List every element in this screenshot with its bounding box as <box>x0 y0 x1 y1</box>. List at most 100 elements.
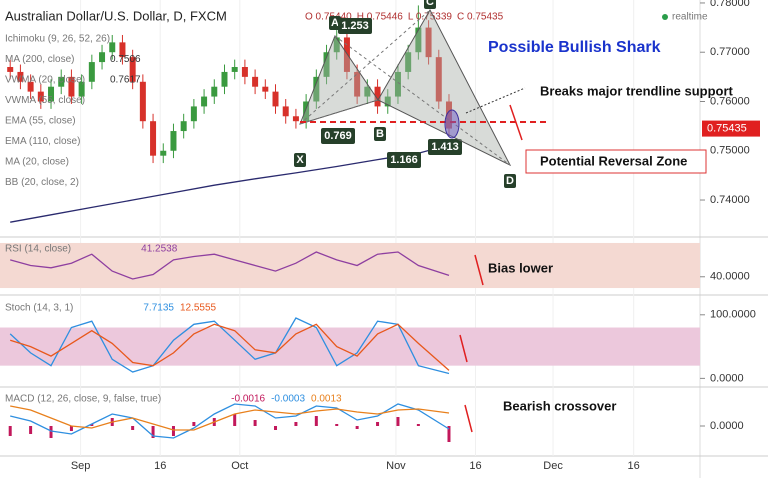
candle-body <box>333 37 340 53</box>
candle-body <box>303 101 310 122</box>
candle-body <box>170 131 177 151</box>
realtime-dot <box>662 14 668 20</box>
candle-body <box>425 27 432 58</box>
candle-body <box>252 76 259 87</box>
pattern-ratio: 1.166 <box>390 154 418 166</box>
indicator-line <box>9 317 450 375</box>
histogram-bar <box>49 426 53 438</box>
pattern-point: A <box>331 17 339 29</box>
y-tick-label: 0.78000 <box>710 0 750 9</box>
histogram-bar <box>294 422 298 426</box>
candle-body <box>343 37 350 72</box>
y-tick-label: 0.74000 <box>710 194 750 206</box>
panel-title: Stoch (14, 3, 1) <box>5 303 73 314</box>
candle-body <box>231 67 238 72</box>
indicator-label: EMA (110, close) <box>5 136 80 147</box>
candle-body <box>150 121 157 156</box>
histogram-bar <box>192 422 196 426</box>
candle-body <box>405 52 412 72</box>
candle-body <box>292 116 299 122</box>
ohlc-label: H 0.75446 <box>357 12 404 23</box>
pattern-leg <box>299 9 431 125</box>
annotation: Bearish crossover <box>503 398 616 413</box>
indicator-label: MA (200, close) <box>5 54 74 65</box>
pattern-point: D <box>506 175 514 187</box>
candle-body <box>78 81 85 97</box>
panel-value: 0.0013 <box>311 394 342 405</box>
indicator-line <box>10 251 450 280</box>
symbol-title: Australian Dollar/U.S. Dollar, D, FXCM <box>5 8 227 23</box>
candle-body <box>435 57 442 102</box>
price-tag <box>702 120 760 137</box>
candle-body <box>282 106 289 117</box>
candle-body <box>160 150 167 156</box>
pattern-triangle <box>299 34 379 125</box>
x-tick-label: Nov <box>386 460 406 472</box>
panel-value: -0.0016 <box>231 394 265 405</box>
histogram-bar <box>8 426 12 436</box>
indicator-value: 0.7617 <box>110 75 141 86</box>
histogram-bar <box>253 420 257 426</box>
point-box <box>504 174 516 188</box>
pattern-point: B <box>376 128 384 140</box>
candle-body <box>201 96 208 107</box>
pattern-ratio: 1.413 <box>431 141 459 153</box>
histogram-bar <box>447 426 451 442</box>
histogram-bar <box>171 426 175 436</box>
histogram-bar <box>274 426 278 430</box>
candle-body <box>323 52 330 77</box>
reversal-marker <box>444 109 460 139</box>
indicator-label: Ichimoku (9, 26, 52, 26) <box>5 34 110 45</box>
candle-body <box>415 27 422 53</box>
macd-line <box>10 403 450 439</box>
candle-body <box>221 71 228 87</box>
pattern-leg <box>334 35 511 166</box>
candle-body <box>99 52 106 63</box>
indicator-label: VWMA (20, close) <box>5 75 85 86</box>
x-tick-label: Sep <box>71 460 91 472</box>
annotation: Bias lower <box>488 260 553 275</box>
pattern-point: X <box>296 154 304 166</box>
candle-body <box>119 42 126 58</box>
point-box <box>294 153 306 167</box>
band <box>0 242 700 289</box>
histogram-bar <box>355 426 359 429</box>
panel-value: -0.0003 <box>271 394 305 405</box>
panel-value: 7.7135 <box>143 303 174 314</box>
candle-body <box>58 76 65 87</box>
candle-body <box>88 62 95 82</box>
histogram-bar <box>151 426 155 438</box>
band <box>0 327 700 366</box>
candle-body <box>384 96 391 107</box>
histogram-bar <box>131 426 135 430</box>
candle-body <box>262 86 269 92</box>
arrow <box>459 334 468 363</box>
pattern-point: C <box>426 0 434 8</box>
pattern-leg <box>299 99 379 125</box>
point-box <box>374 127 386 141</box>
arrow <box>509 104 523 141</box>
ratio-box <box>387 152 421 168</box>
indicator-label: BB (20, close, 2) <box>5 177 79 188</box>
annotation-box <box>525 149 707 174</box>
arrow <box>474 254 484 286</box>
candle-body <box>109 42 116 53</box>
candle-body <box>354 71 361 97</box>
candle-body <box>7 67 14 72</box>
histogram-bar <box>90 424 94 426</box>
indicator-label: MA (20, close) <box>5 157 69 168</box>
price-tag-label: 0.75435 <box>707 122 747 134</box>
ma-line <box>10 147 439 223</box>
x-tick-label: 16 <box>469 460 481 472</box>
candle-body <box>139 81 146 122</box>
annotation: Potential Reversal Zone <box>540 153 687 168</box>
candle-body <box>241 67 248 77</box>
panel-title: MACD (12, 26, close, 9, false, true) <box>5 394 161 405</box>
pattern-triangle <box>377 8 512 167</box>
histogram-bar <box>29 426 33 434</box>
x-tick-label: Dec <box>543 460 563 472</box>
candle-body <box>129 57 136 82</box>
macd-line <box>10 405 450 431</box>
